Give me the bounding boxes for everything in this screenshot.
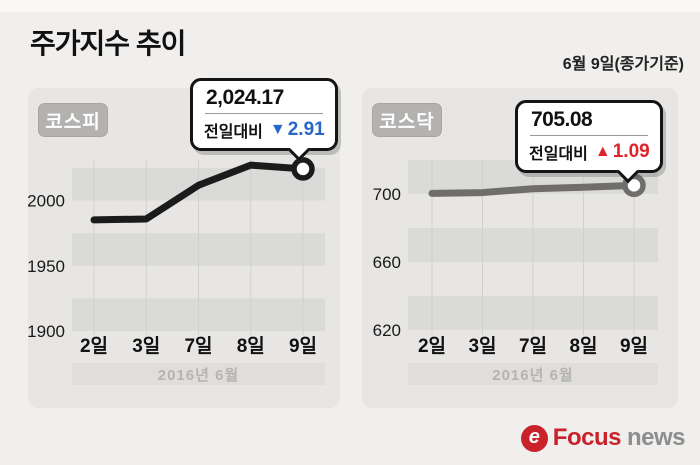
y-tick-label: 1950 — [28, 257, 65, 276]
kosdaq-change-value: ▲ 1.09 — [594, 141, 650, 162]
kospi-compare-label: 전일대비 — [204, 124, 263, 141]
page-title: 주가지수 추이 — [30, 28, 186, 59]
top-strip — [0, 0, 700, 12]
up-arrow-icon: ▲ — [594, 143, 611, 160]
y-tick-label: 2000 — [28, 191, 65, 210]
kosdaq-callout: 705.08 전일대비 ▲ 1.09 — [515, 100, 663, 184]
focus-news-icon: e — [520, 424, 548, 452]
x-tick-label: 8일 — [237, 335, 265, 357]
chart-svg-kosdaq: 700 660 620 2일 3일 7일 8일 9일 — [373, 160, 658, 357]
brand-news-text: news — [626, 424, 686, 451]
kospi-close-value: 2,024.17 — [206, 86, 284, 109]
down-arrow-icon: ▼ — [269, 121, 286, 138]
kosdaq-close-value: 705.08 — [531, 108, 593, 131]
kosdaq-period-band: 2016년 6월 — [408, 363, 658, 385]
x-tick-label: 9일 — [289, 335, 317, 357]
chart-svg-kospi: 2000 1950 1900 2일 3일 7일 8일 9일 — [28, 157, 325, 357]
kospi-index-label: 코스피 — [38, 103, 108, 137]
x-tick-label: 2일 — [80, 335, 108, 357]
y-tick-label: 620 — [373, 321, 401, 340]
x-tick-label: 8일 — [569, 335, 597, 357]
x-tick-label: 3일 — [468, 335, 496, 357]
x-tick-label: 2일 — [418, 335, 446, 357]
kosdaq-index-label: 코스닥 — [372, 103, 442, 137]
series-line — [428, 181, 638, 197]
kosdaq-compare-label: 전일대비 — [529, 146, 588, 163]
end-point-marker — [291, 157, 315, 181]
callout-divider — [205, 113, 323, 114]
kospi-period-band: 2016년 6월 — [72, 363, 325, 385]
focus-news-logo: e Focus news — [520, 424, 686, 452]
x-tick-label: 7일 — [184, 335, 212, 357]
y-tick-label: 700 — [373, 185, 401, 204]
date-note: 6월 9일(종가기준) — [562, 56, 684, 73]
callout-divider — [530, 135, 648, 136]
series-line — [90, 161, 307, 224]
x-tick-label: 3일 — [132, 335, 160, 357]
kospi-callout: 2,024.17 전일대비 ▼ 2.91 — [190, 78, 338, 162]
y-tick-label: 660 — [373, 253, 401, 272]
y-tick-label: 1900 — [28, 322, 65, 341]
brand-focus-text: Focus — [552, 424, 622, 451]
kospi-change-value: ▼ 2.91 — [269, 119, 325, 140]
x-tick-label: 9일 — [620, 335, 648, 357]
x-tick-label: 7일 — [519, 335, 547, 357]
